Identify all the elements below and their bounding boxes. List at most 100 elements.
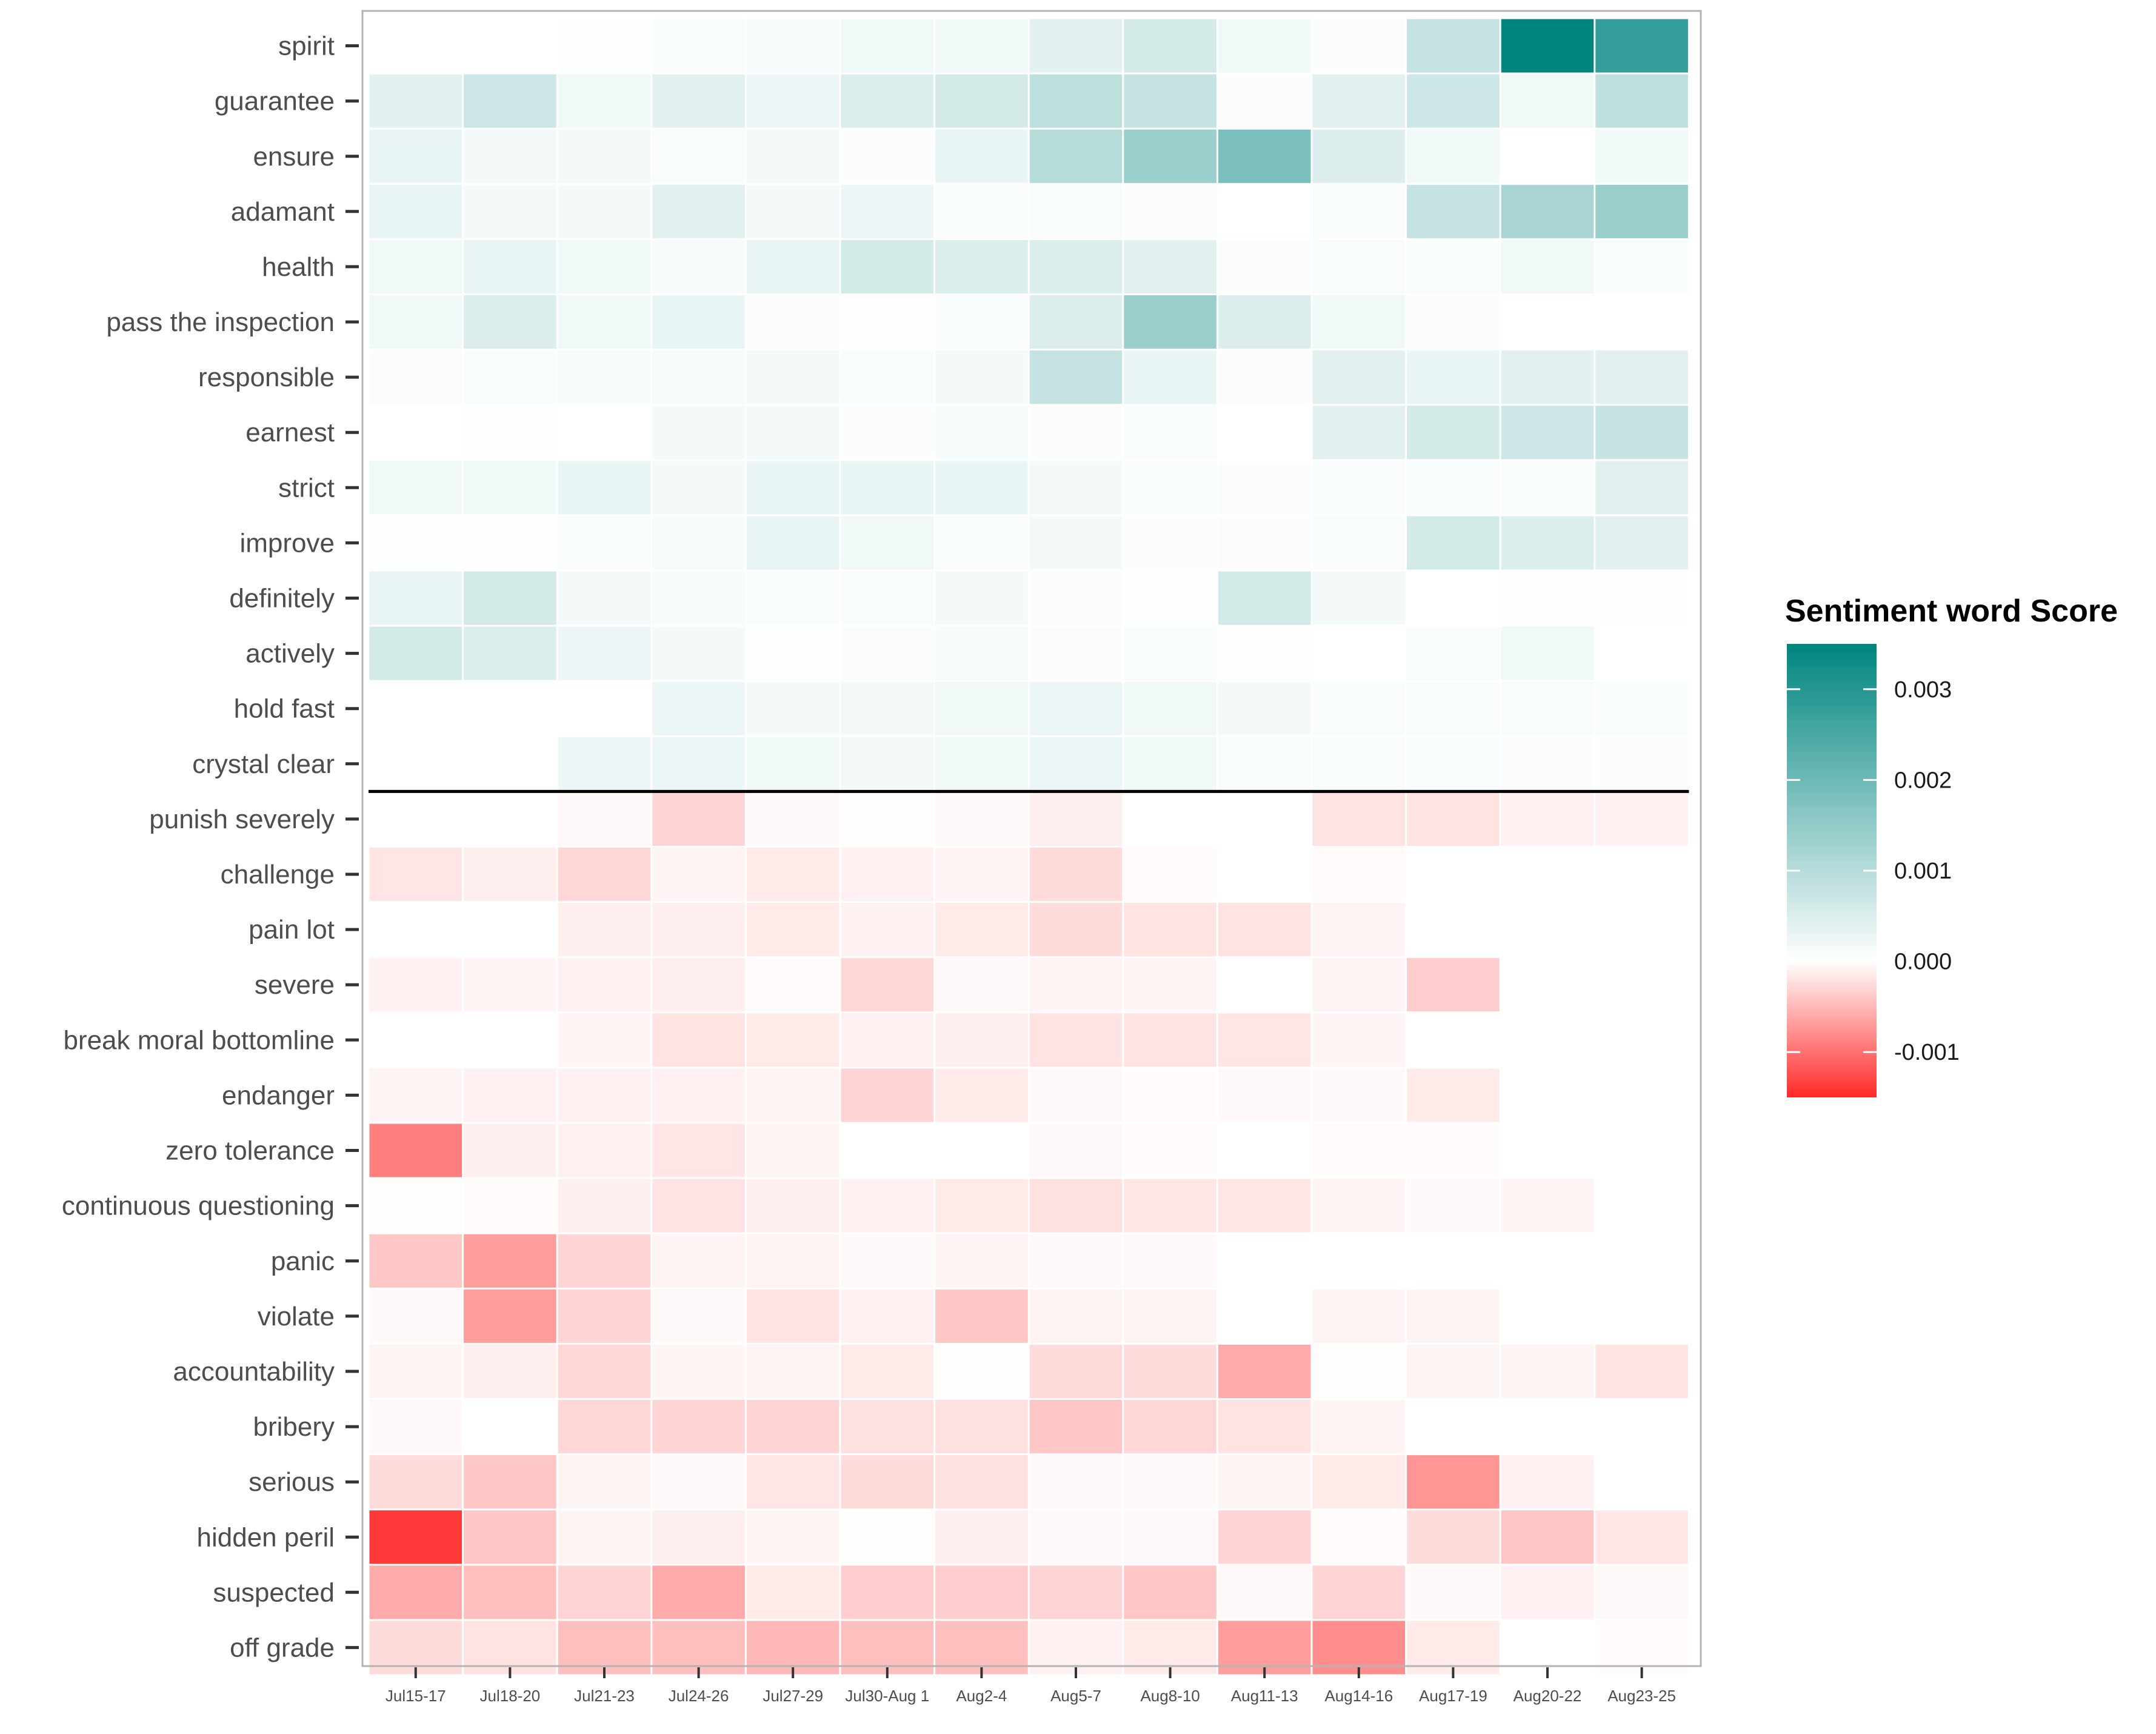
heatmap-cell-zero-tolerance-jul18-20	[464, 1123, 556, 1177]
y-tick-label-violate: violate	[258, 1302, 335, 1331]
heatmap-cell-improve-aug8-10	[1124, 516, 1217, 570]
heatmap-cell-serious-aug20-22	[1501, 1455, 1594, 1509]
heatmap-cell-challenge-jul15-17	[369, 848, 462, 902]
y-tick-label-zero-tolerance: zero tolerance	[165, 1136, 335, 1166]
heatmap-cell-accountability-jul30-aug-1	[841, 1344, 934, 1398]
heatmap-cell-pain-lot-aug8-10	[1124, 903, 1217, 957]
heatmap-cell-pain-lot-aug23-25	[1595, 903, 1688, 957]
heatmap-cell-earnest-aug20-22	[1501, 406, 1594, 460]
heatmap-cell-strict-jul18-20	[464, 461, 556, 515]
heatmap-cell-hidden-peril-aug5-7	[1029, 1510, 1123, 1564]
heatmap-cell-violate-jul21-23	[558, 1289, 651, 1343]
heatmap-cell-earnest-jul24-26	[652, 406, 745, 460]
heatmap-cell-suspected-jul30-aug-1	[841, 1565, 934, 1619]
heatmap-cell-continuous-questioning-aug8-10	[1124, 1179, 1217, 1233]
heatmap-cell-violate-aug2-4	[935, 1289, 1028, 1343]
heatmap-cell-health-jul27-29	[746, 239, 839, 293]
heatmap-cell-strict-aug14-16	[1312, 461, 1406, 515]
y-tick-label-strict: strict	[278, 473, 335, 503]
heatmap-cell-actively-jul15-17	[369, 626, 462, 680]
heatmap-cell-guarantee-aug5-7	[1029, 74, 1123, 128]
heatmap-cell-hold-fast-aug14-16	[1312, 681, 1406, 735]
heatmap-cell-violate-aug8-10	[1124, 1289, 1217, 1343]
y-tick-label-bribery: bribery	[253, 1412, 335, 1442]
heatmap-cell-definitely-jul24-26	[652, 571, 745, 625]
heatmap-cell-violate-aug17-19	[1407, 1289, 1500, 1343]
heatmap-cell-health-jul18-20	[464, 239, 556, 293]
heatmap-cell-bribery-aug11-13	[1218, 1400, 1311, 1454]
heatmap-cell-serious-jul21-23	[558, 1455, 651, 1509]
heatmap-cell-punish-severely-aug2-4	[935, 792, 1028, 846]
heatmap-cell-bribery-aug20-22	[1501, 1400, 1594, 1454]
heatmap-cell-ensure-jul27-29	[746, 129, 839, 183]
heatmap-cell-improve-jul21-23	[558, 516, 651, 570]
heatmap-cell-hidden-peril-jul24-26	[652, 1510, 745, 1564]
heatmap-cell-improve-jul27-29	[746, 516, 839, 570]
heatmap-cell-endanger-aug20-22	[1501, 1068, 1594, 1122]
legend-colorbar	[1787, 644, 1877, 1097]
x-tick-label-jul21-23: Jul21-23	[574, 1687, 635, 1705]
heatmap-cell-pass-the-inspection-aug23-25	[1595, 295, 1688, 349]
heatmap-cell-adamant-aug14-16	[1312, 184, 1406, 238]
heatmap-cell-break-moral-bottomline-jul21-23	[558, 1013, 651, 1067]
heatmap-cell-accountability-aug23-25	[1595, 1344, 1688, 1398]
heatmap-cell-spirit-jul15-17	[369, 19, 462, 73]
heatmap-cell-earnest-aug5-7	[1029, 406, 1123, 460]
x-axis: Jul15-17 Jul18-20 Jul21-23 Jul24-26 Jul27-29…	[385, 1667, 1676, 1705]
heatmap-cell-crystal-clear-aug20-22	[1501, 737, 1594, 791]
heatmap-cell-continuous-questioning-jul15-17	[369, 1179, 462, 1233]
heatmap-cell-responsible-aug17-19	[1407, 350, 1500, 404]
x-tick-label-jul30-aug-1: Jul30-Aug 1	[845, 1687, 929, 1705]
heatmap-cell-violate-jul18-20	[464, 1289, 556, 1343]
heatmap-cell-endanger-jul21-23	[558, 1068, 651, 1122]
heatmap-cell-pass-the-inspection-aug11-13	[1218, 295, 1311, 349]
heatmap-cell-break-moral-bottomline-aug17-19	[1407, 1013, 1500, 1067]
heatmap-cell-pass-the-inspection-jul27-29	[746, 295, 839, 349]
heatmap-cell-serious-aug14-16	[1312, 1455, 1406, 1509]
legend-ticks: 0.003 0.002 0.001 0.000 -0.001	[1787, 677, 1960, 1065]
heatmap-cell-severe-aug14-16	[1312, 958, 1406, 1012]
heatmap-cell-challenge-aug2-4	[935, 848, 1028, 902]
heatmap-cell-violate-aug20-22	[1501, 1289, 1594, 1343]
heatmap-cell-continuous-questioning-aug11-13	[1218, 1179, 1311, 1233]
heatmap-cell-severe-jul15-17	[369, 958, 462, 1012]
y-tick-label-endanger: endanger	[222, 1080, 335, 1110]
heatmap-cell-guarantee-aug14-16	[1312, 74, 1406, 128]
x-tick-label-aug11-13: Aug11-13	[1231, 1687, 1298, 1705]
heatmap-cell-panic-aug23-25	[1595, 1234, 1688, 1288]
heatmap-cell-pain-lot-jul15-17	[369, 903, 462, 957]
heatmap-cell-severe-aug23-25	[1595, 958, 1688, 1012]
heatmap-cell-hold-fast-aug20-22	[1501, 681, 1594, 735]
heatmap-cell-improve-aug14-16	[1312, 516, 1406, 570]
x-tick-label-jul24-26: Jul24-26	[669, 1687, 729, 1705]
heatmap-cell-panic-jul21-23	[558, 1234, 651, 1288]
y-tick-label-guarantee: guarantee	[215, 87, 335, 116]
heatmap-cell-endanger-aug23-25	[1595, 1068, 1688, 1122]
y-tick-label-ensure: ensure	[253, 142, 335, 172]
heatmap-cell-guarantee-jul30-aug-1	[841, 74, 934, 128]
heatmap-cell-pain-lot-jul18-20	[464, 903, 556, 957]
heatmap-cell-ensure-aug14-16	[1312, 129, 1406, 183]
heatmap-cell-responsible-jul27-29	[746, 350, 839, 404]
heatmap-cell-continuous-questioning-jul24-26	[652, 1179, 745, 1233]
heatmap-cell-accountability-jul15-17	[369, 1344, 462, 1398]
heatmap-cell-punish-severely-jul15-17	[369, 792, 462, 846]
panel-border	[361, 10, 1702, 1667]
heatmap-cell-violate-jul15-17	[369, 1289, 462, 1343]
y-tick-label-punish-severely: punish severely	[149, 805, 335, 834]
x-tick-label-jul18-20: Jul18-20	[480, 1687, 541, 1705]
heatmap-cell-strict-aug20-22	[1501, 461, 1594, 515]
heatmap-cell-actively-jul27-29	[746, 626, 839, 680]
y-tick-label-continuous-questioning: continuous questioning	[62, 1191, 335, 1221]
heatmap-cell-serious-aug23-25	[1595, 1455, 1688, 1509]
heatmap-cell-ensure-jul21-23	[558, 129, 651, 183]
heatmap-cell-serious-aug17-19	[1407, 1455, 1500, 1509]
heatmap-cell-bribery-aug14-16	[1312, 1400, 1406, 1454]
heatmap-cell-serious-jul27-29	[746, 1455, 839, 1509]
heatmap-cell-hidden-peril-aug11-13	[1218, 1510, 1311, 1564]
heatmap-cell-punish-severely-aug23-25	[1595, 792, 1688, 846]
heatmap-cell-hold-fast-aug11-13	[1218, 681, 1311, 735]
heatmap-cell-suspected-jul18-20	[464, 1565, 556, 1619]
heatmap-cell-suspected-aug11-13	[1218, 1565, 1311, 1619]
heatmap-cell-adamant-aug8-10	[1124, 184, 1217, 238]
